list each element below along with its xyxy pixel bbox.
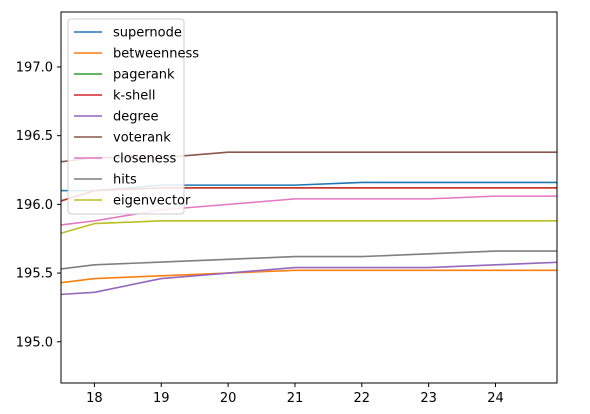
- legend-label-closeness: closeness: [113, 152, 176, 167]
- legend-box: [67, 18, 185, 215]
- x-tick-label: 23: [420, 391, 437, 406]
- legend-label-hits: hits: [113, 173, 137, 188]
- y-axis: 195.0 195.5 196.0 196.5 197.0: [16, 60, 61, 350]
- series-line-closeness: [61, 195, 557, 226]
- x-tick-label: 24: [487, 391, 504, 406]
- x-tick-label: 21: [287, 391, 304, 406]
- y-tick-label: 197.0: [16, 60, 53, 75]
- legend-label-degree: degree: [113, 110, 159, 125]
- legend-label-voterank: voterank: [113, 131, 171, 146]
- y-tick-label: 196.5: [16, 129, 53, 144]
- x-tick-label: 18: [86, 391, 103, 406]
- x-tick-label: 19: [153, 391, 170, 406]
- legend-label-eigenvector: eigenvector: [113, 194, 191, 209]
- series-line-hits: [61, 250, 557, 270]
- series-line-degree: [61, 261, 557, 296]
- x-tick-label: 20: [220, 391, 237, 406]
- plot-frame: [60, 11, 558, 384]
- x-tick-label: 22: [354, 391, 371, 406]
- series-line-betweenness: [61, 269, 557, 284]
- legend: supernode betweenness pagerank k-shell degre…: [67, 18, 199, 215]
- series-line-eigenvector: [61, 220, 557, 235]
- y-tick-label: 195.5: [16, 267, 53, 282]
- legend-label-supernode: supernode: [113, 26, 182, 41]
- y-tick-label: 195.0: [16, 335, 53, 350]
- legend-label-k-shell: k-shell: [113, 89, 155, 104]
- legend-label-betweenness: betweenness: [113, 47, 199, 62]
- legend-label-pagerank: pagerank: [113, 68, 175, 83]
- x-axis: 18 19 20 21 22 23 24: [86, 383, 504, 406]
- y-tick-label: 196.0: [16, 198, 53, 213]
